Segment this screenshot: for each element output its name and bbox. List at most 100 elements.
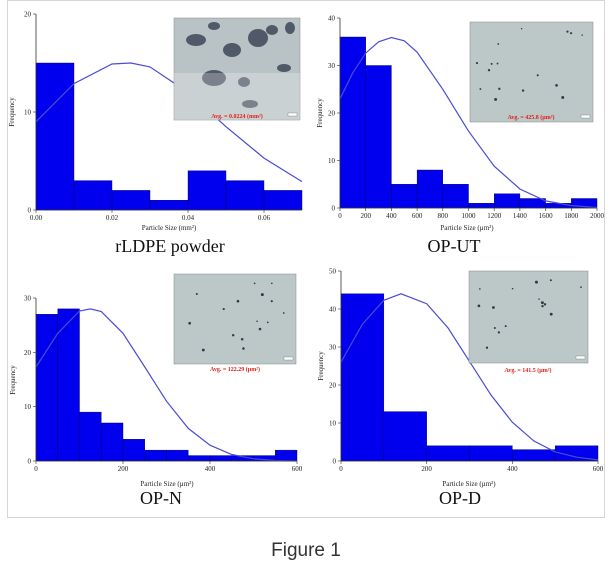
y-tick-label: 20 [24, 349, 32, 357]
x-tick-label: 600 [292, 465, 303, 473]
x-tick-label: 400 [507, 465, 518, 473]
x-tick-label: 1400 [513, 212, 528, 220]
x-tick-label: 0.04 [182, 214, 195, 222]
x-tick-label: 200 [421, 465, 432, 473]
y-tick-label: 20 [329, 382, 337, 390]
figure-caption: Figure 1 [271, 540, 341, 561]
y-tick-label: 10 [24, 109, 32, 117]
x-tick-label: 200 [360, 212, 371, 220]
particle-dot [479, 288, 481, 290]
micrograph-background [173, 273, 297, 365]
histogram-bar [111, 190, 151, 211]
average-label: Avg. = 141.5 (µm²) [504, 367, 551, 374]
y-tick-label: 0 [333, 458, 337, 466]
x-tick-label: 0 [339, 465, 343, 473]
particle-dot [580, 286, 582, 289]
y-tick-label: 10 [24, 403, 32, 411]
particle-dot [201, 348, 205, 352]
y-axis-title: Frequency [9, 365, 17, 395]
particle-dot [555, 84, 558, 87]
average-label: Avg. = 0.0224 (mm²) [211, 113, 263, 120]
x-tick-label: 0.00 [30, 214, 43, 222]
particle-dot [561, 96, 565, 99]
particle-dot [256, 320, 258, 323]
x-tick-label: 1200 [487, 212, 502, 220]
histogram-bar [122, 439, 145, 462]
particle-dot [541, 304, 544, 308]
y-tick-label: 10 [329, 420, 337, 428]
histogram-bar [442, 184, 469, 209]
x-tick-label: 400 [386, 212, 397, 220]
micrograph-inset [468, 270, 589, 364]
histogram-bar [426, 445, 470, 462]
histogram-bar [416, 169, 444, 209]
particle-dot [492, 306, 495, 309]
histogram-bar [225, 180, 265, 211]
particle-dot [240, 338, 244, 341]
histogram-bar [101, 422, 124, 462]
y-axis-title: Frequency [316, 98, 324, 128]
particle-blob [238, 77, 250, 87]
particle-dot [487, 69, 491, 72]
particle-dot [566, 30, 569, 33]
particle-dot [258, 327, 262, 331]
particle-dot [540, 301, 544, 305]
particle-dot [534, 280, 538, 284]
y-tick-label: 30 [24, 295, 32, 303]
particle-dot [511, 287, 514, 290]
chart-panel-3: 0 200 400 600 0 10 20 30 Particle Size (µm²) Freq… [9, 273, 303, 508]
particle-dot [493, 326, 496, 329]
particle-dot [536, 74, 539, 77]
particle-blob [266, 25, 278, 35]
particle-dot [475, 61, 479, 65]
histogram-bar [209, 455, 232, 462]
particle-blob [248, 29, 268, 47]
fit-curve [35, 308, 298, 462]
x-tick-label: 0.02 [106, 214, 119, 222]
average-label: Avg. = 425.8 (µm²) [507, 114, 554, 121]
x-tick-label: 0 [34, 465, 38, 473]
x-tick-label: 400 [205, 465, 216, 473]
micrograph-background [469, 21, 594, 123]
histogram-bar [144, 449, 167, 462]
panel-caption: OP-D [439, 488, 481, 508]
particle-dot [231, 334, 235, 337]
particle-dot [236, 299, 240, 303]
particle-dot [270, 282, 273, 285]
histogram-bar [79, 411, 102, 462]
histogram-bar [468, 203, 495, 209]
x-tick-label: 1800 [564, 212, 579, 220]
particle-dot [195, 292, 198, 296]
y-tick-label: 10 [328, 157, 336, 165]
y-tick-label: 40 [329, 306, 337, 314]
particle-dot [188, 321, 191, 325]
histogram-bar [512, 449, 556, 462]
average-label: Avg. = 122.29 (µm²) [210, 366, 260, 373]
particle-blob [202, 70, 226, 86]
particle-blob [285, 22, 295, 34]
particle-blob [186, 34, 206, 46]
particle-dot [282, 312, 285, 314]
histogram-bar [494, 193, 521, 209]
particle-blob [223, 43, 241, 57]
particle-dot [569, 32, 573, 35]
scale-bar [580, 114, 591, 119]
x-axis-title: Particle Size (µm²) [442, 480, 496, 488]
x-tick-label: 600 [593, 465, 604, 473]
particle-dot [581, 34, 583, 36]
y-tick-label: 0 [332, 205, 336, 213]
x-tick-label: 0.06 [258, 214, 271, 222]
particle-dot [222, 307, 225, 311]
histogram-bar [545, 203, 572, 209]
micrograph-background [468, 270, 589, 364]
x-tick-label: 600 [412, 212, 423, 220]
particle-dot [485, 346, 489, 349]
panel-caption: OP-UT [428, 236, 481, 256]
chart-panel-1: 0.00 0.02 0.04 0.06 0 10 20 Particle Size (mm²)… [8, 11, 303, 256]
histogram-bar [149, 199, 189, 211]
x-tick-label: 1000 [462, 212, 477, 220]
particle-dot [543, 303, 547, 306]
micrograph-glare [174, 73, 300, 120]
fit-curve [35, 62, 303, 183]
particle-dot [266, 321, 269, 324]
